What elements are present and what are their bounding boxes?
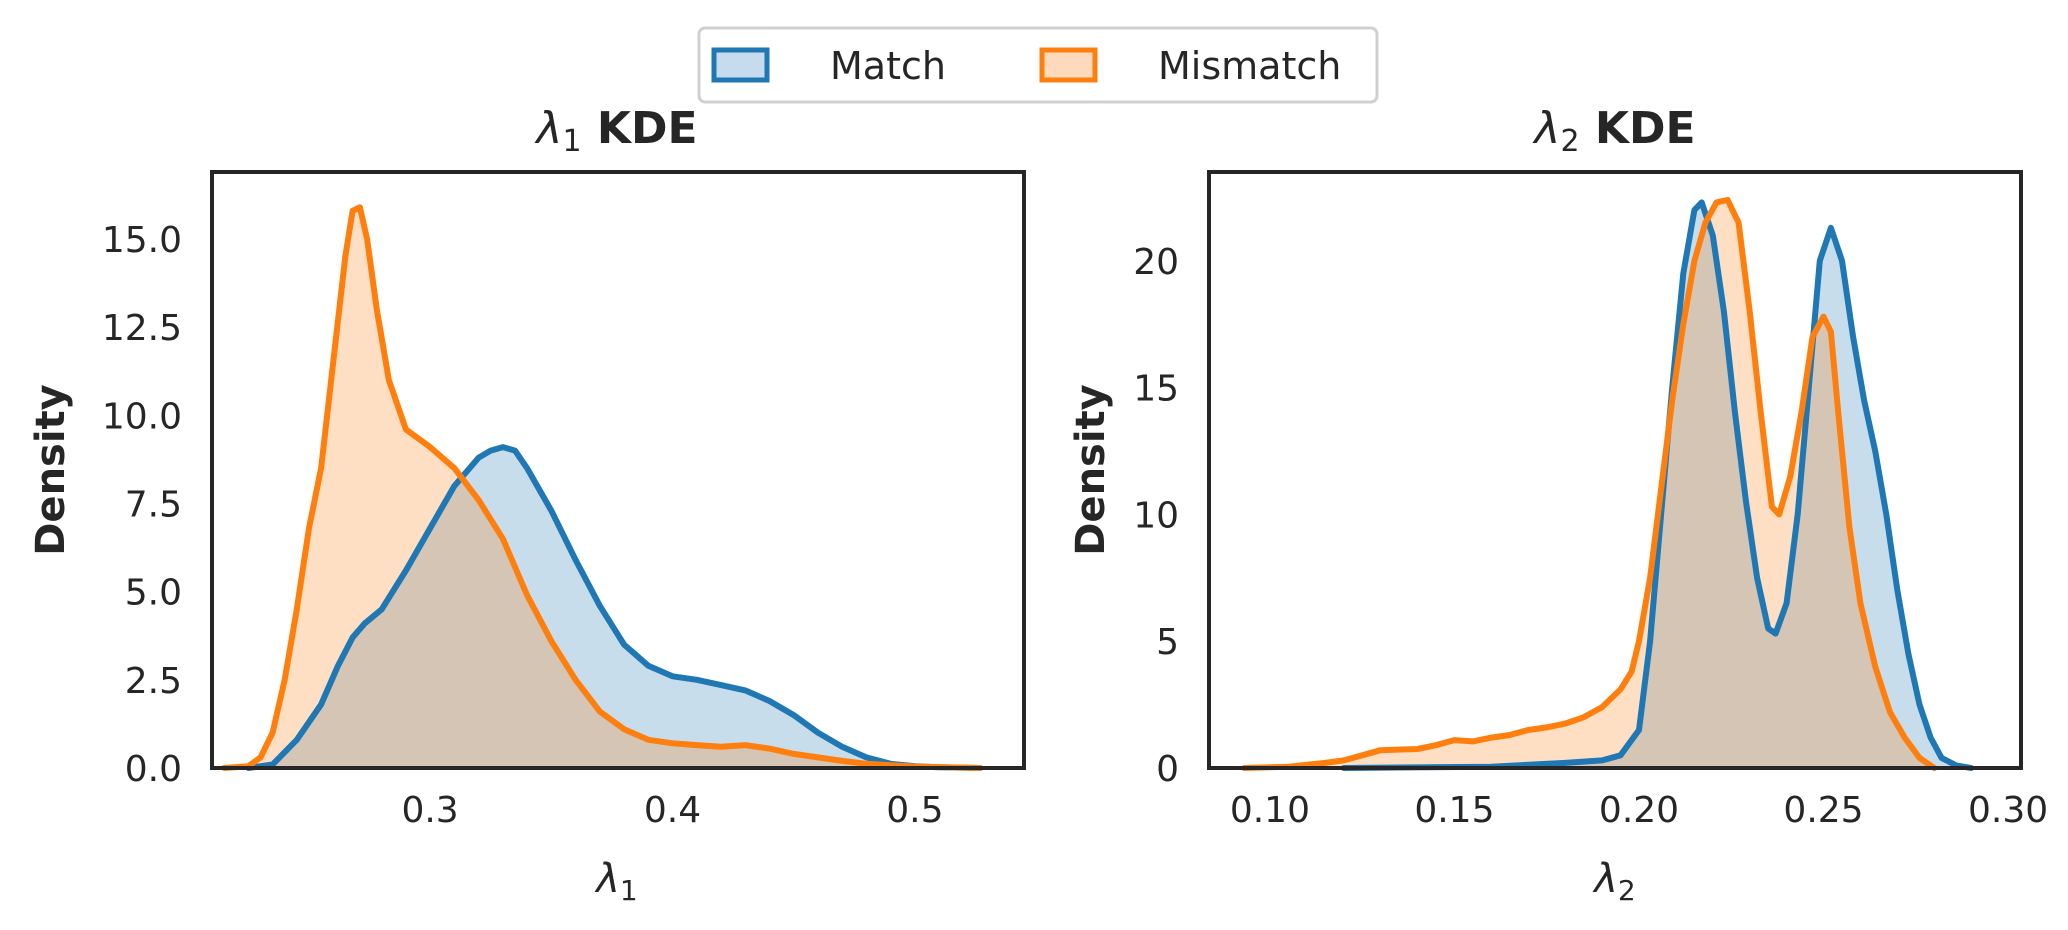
x-axis-symbol: λ (594, 856, 620, 902)
kde-fill-mismatch (1244, 199, 1935, 768)
title-suffix-space (582, 103, 597, 154)
x-tick-label: 0.30 (1968, 790, 2048, 831)
x-tick-label: 0.25 (1783, 790, 1863, 831)
y-tick-label: 5 (1156, 622, 1179, 663)
title-suffix-space (1580, 103, 1595, 154)
x-tick-label: 0.15 (1414, 790, 1494, 831)
y-tick-label: 0.0 (125, 749, 182, 790)
x-tick-label: 0.10 (1230, 790, 1310, 831)
panel-title: λ2 KDE (1532, 103, 1695, 159)
x-tick-label: 0.3 (401, 790, 458, 831)
title-suffix: KDE (1595, 103, 1696, 154)
axes-frame (210, 170, 1026, 770)
title-subscript: 1 (562, 124, 581, 159)
y-tick-label: 20 (1133, 242, 1179, 283)
legend-label-mismatch: Mismatch (1158, 44, 1341, 88)
y-tick-label: 15 (1133, 369, 1179, 410)
legend-swatch-mismatch (1039, 47, 1098, 83)
legend-frame (697, 26, 1379, 104)
x-tick-label: 0.20 (1599, 790, 1679, 831)
y-tick-label: 5.0 (125, 573, 182, 614)
title-suffix: KDE (597, 103, 698, 154)
y-axis-label: Density (28, 384, 74, 556)
title-symbol: λ (1532, 103, 1560, 154)
legend-swatch-match (711, 47, 770, 83)
kde-line-match (1340, 199, 1975, 771)
title-subscript: 2 (1560, 124, 1579, 159)
y-tick-label: 2.5 (125, 661, 182, 702)
x-tick-label: 0.4 (644, 790, 701, 831)
kde-fill-mismatch (224, 207, 981, 769)
kde-line-match (245, 444, 984, 771)
panel-lambda1: λ1 KDE 0.3 0.4 0.5 0.02.55.07.510.012.515.… (28, 103, 1026, 907)
legend-label-match: Match (830, 44, 946, 88)
x-axis-subscript: 2 (1618, 874, 1636, 907)
kde-line-mismatch (1241, 196, 1938, 771)
panel-title: λ1 KDE (534, 103, 697, 159)
x-tick-label: 0.5 (886, 790, 943, 831)
legend: Match Mismatch (697, 26, 1379, 104)
y-tick-label: 10.0 (102, 396, 182, 437)
x-axis-label: λ1 (594, 856, 638, 907)
y-tick-label: 7.5 (125, 485, 182, 526)
x-axis-symbol: λ (1592, 856, 1618, 902)
y-tick-label: 10 (1133, 495, 1179, 536)
x-axis-label: λ2 (1592, 856, 1636, 907)
y-axis-label: Density (1068, 384, 1114, 556)
kde-line-mismatch (221, 204, 984, 771)
x-axis-subscript: 1 (620, 874, 638, 907)
y-tick-label: 0 (1156, 749, 1179, 790)
y-tick-label: 12.5 (102, 308, 182, 349)
axes-frame (1207, 170, 2023, 770)
title-symbol: λ (534, 103, 562, 154)
y-tick-label: 15.0 (102, 220, 182, 261)
